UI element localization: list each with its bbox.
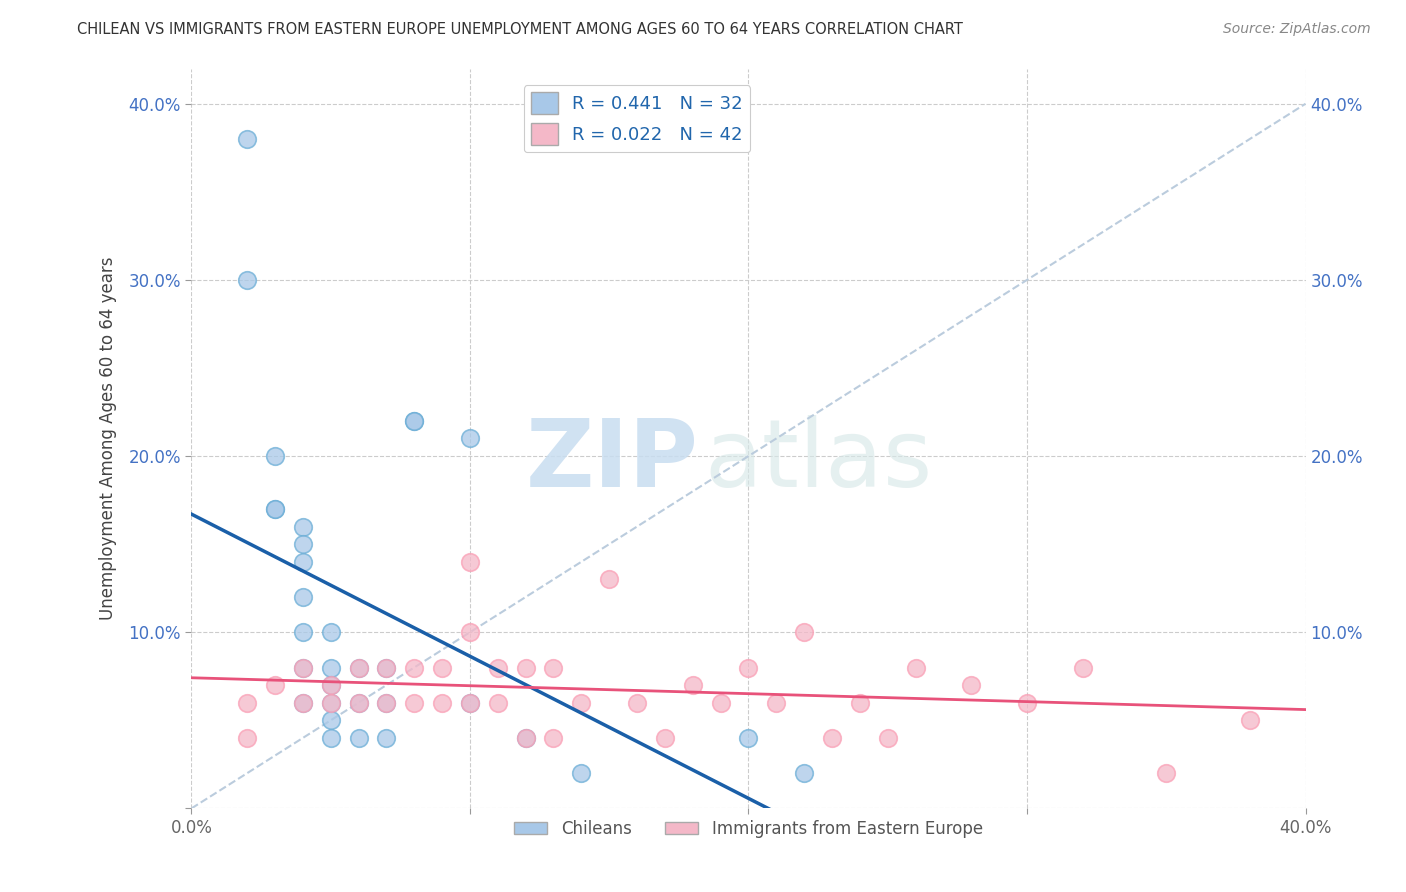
Point (458, 555, 481, 569)
Point (264, 449, 287, 463)
Point (458, 625, 481, 640)
Point (319, 678, 342, 692)
Point (236, 731, 259, 745)
Point (375, 696, 398, 710)
Point (904, 660, 927, 674)
Point (236, 696, 259, 710)
Point (682, 678, 704, 692)
Text: atlas: atlas (704, 415, 932, 507)
Point (291, 519, 314, 533)
Point (236, 132, 259, 146)
Point (347, 696, 370, 710)
Point (515, 731, 537, 745)
Point (291, 660, 314, 674)
Point (319, 625, 342, 640)
Point (654, 731, 676, 745)
Point (486, 660, 509, 674)
Point (375, 660, 398, 674)
Point (710, 696, 733, 710)
Point (375, 696, 398, 710)
Point (737, 731, 759, 745)
Point (458, 432, 481, 446)
Point (821, 731, 844, 745)
Point (458, 696, 481, 710)
Point (291, 696, 314, 710)
Y-axis label: Unemployment Among Ages 60 to 64 years: Unemployment Among Ages 60 to 64 years (100, 257, 117, 620)
Point (1071, 660, 1094, 674)
Point (291, 555, 314, 569)
Point (515, 731, 537, 745)
Point (375, 731, 398, 745)
Point (1154, 766, 1177, 780)
Point (765, 696, 787, 710)
Text: Source: ZipAtlas.com: Source: ZipAtlas.com (1223, 22, 1371, 37)
Point (960, 678, 983, 692)
Point (347, 731, 370, 745)
Point (319, 696, 342, 710)
Point (793, 766, 815, 780)
Point (264, 678, 287, 692)
Point (375, 660, 398, 674)
Point (737, 660, 759, 674)
Point (291, 537, 314, 551)
Point (849, 696, 872, 710)
Point (404, 696, 426, 710)
Point (319, 678, 342, 692)
Point (543, 660, 565, 674)
Point (569, 766, 592, 780)
Point (543, 731, 565, 745)
Point (347, 696, 370, 710)
Point (236, 273, 259, 287)
Point (291, 660, 314, 674)
Point (430, 660, 453, 674)
Point (264, 502, 287, 516)
Point (515, 660, 537, 674)
Point (486, 696, 509, 710)
Point (291, 590, 314, 604)
Point (404, 660, 426, 674)
Point (430, 696, 453, 710)
Point (319, 660, 342, 674)
Point (1239, 714, 1261, 728)
Point (347, 660, 370, 674)
Point (626, 696, 648, 710)
Point (291, 625, 314, 640)
Text: CHILEAN VS IMMIGRANTS FROM EASTERN EUROPE UNEMPLOYMENT AMONG AGES 60 TO 64 YEARS: CHILEAN VS IMMIGRANTS FROM EASTERN EUROP… (77, 22, 963, 37)
Point (404, 414, 426, 428)
Point (876, 731, 898, 745)
Point (598, 573, 620, 587)
Point (1015, 696, 1038, 710)
Point (319, 714, 342, 728)
Point (264, 502, 287, 516)
Point (458, 696, 481, 710)
Legend: Chileans, Immigrants from Eastern Europe: Chileans, Immigrants from Eastern Europe (508, 814, 990, 845)
Point (291, 696, 314, 710)
Point (569, 696, 592, 710)
Point (347, 660, 370, 674)
Point (319, 696, 342, 710)
Point (404, 414, 426, 428)
Point (319, 731, 342, 745)
Text: ZIP: ZIP (526, 415, 699, 507)
Point (793, 625, 815, 640)
